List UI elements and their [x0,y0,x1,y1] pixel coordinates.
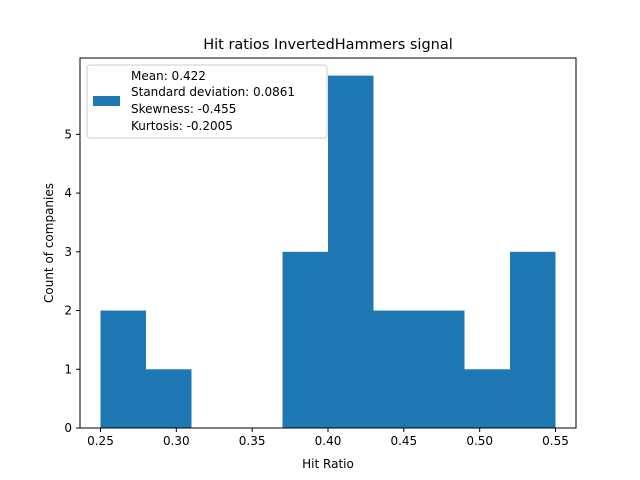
legend-box [86,64,328,139]
legend-kurtosis: Kurtosis: -0.2005 [131,119,233,133]
y-tick-label: 3 [64,245,72,259]
x-axis-ticks: 0.25 0.30 0.35 0.40 0.45 0.50 0.55 [87,428,569,448]
histogram-bar [510,251,556,428]
x-axis-label: Hit Ratio [302,457,354,471]
y-tick-label: 4 [64,186,72,200]
histogram-bar [464,369,511,428]
legend-skewness: Skewness: -0.455 [131,102,236,116]
x-tick-label: 0.30 [163,434,190,448]
x-tick-label: 0.35 [239,434,266,448]
histogram-bar [328,75,374,428]
y-axis-ticks: 0 1 2 3 4 5 [64,127,80,435]
y-tick-label: 5 [64,127,72,141]
legend-swatch [93,96,120,106]
x-tick-label: 0.55 [542,434,569,448]
x-tick-label: 0.50 [466,434,493,448]
y-axis-label: Count of companies [42,183,56,303]
legend-std: Standard deviation: 0.0861 [131,85,295,99]
legend: Mean: 0.422 Standard deviation: 0.0861 S… [86,64,328,139]
legend-mean: Mean: 0.422 [131,69,206,83]
y-tick-label: 1 [64,362,72,376]
histogram-bar [100,310,146,428]
histogram-bars [100,75,556,428]
x-tick-label: 0.40 [315,434,342,448]
x-tick-label: 0.25 [87,434,114,448]
chart-title: Hit ratios InvertedHammers signal [203,37,453,53]
histogram-bar [373,310,420,428]
histogram-bar [145,369,192,428]
x-tick-label: 0.45 [390,434,417,448]
histogram-bar [419,310,465,428]
y-tick-label: 2 [64,304,72,318]
histogram-bar [282,251,328,428]
y-tick-label: 0 [64,421,72,435]
